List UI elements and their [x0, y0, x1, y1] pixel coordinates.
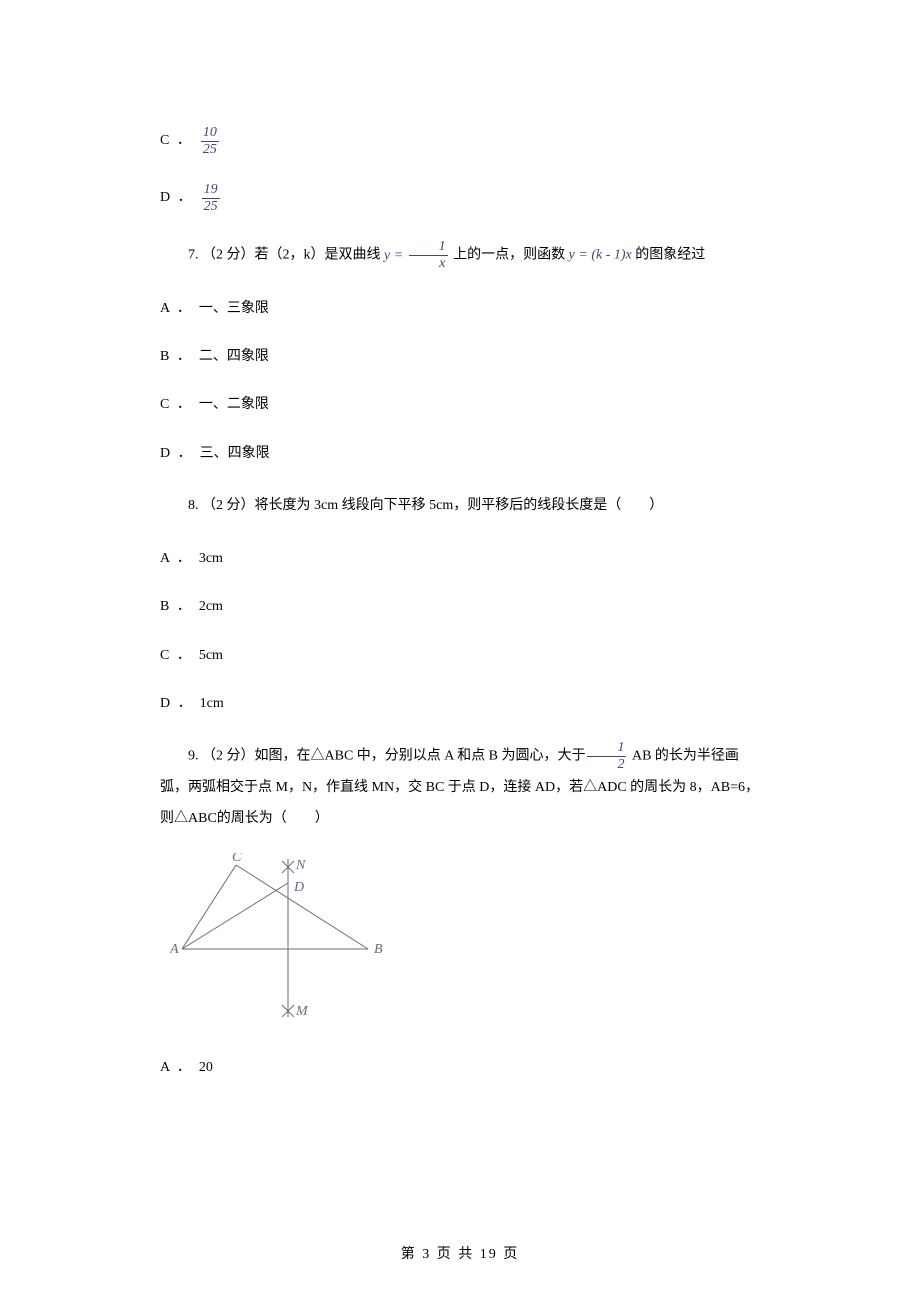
q7-option-d: D ． 三、四象限: [160, 443, 760, 465]
q8-C-label: C ．: [160, 645, 193, 667]
q7-eq1-num: 1: [409, 240, 448, 255]
q8-D-text: 1cm: [200, 693, 224, 715]
svg-text:N: N: [295, 858, 306, 873]
q7-mid: 上的一点，则函数: [453, 248, 565, 263]
q7-B-text: 二、四象限: [199, 346, 269, 368]
q7-C-text: 一、二象限: [199, 394, 269, 416]
q9-diagram-svg: A B C DN M: [170, 853, 390, 1023]
q9-frac: 12: [587, 741, 626, 772]
q7-option-b: B ． 二、四象限: [160, 346, 760, 368]
q6-optD-den: 25: [202, 198, 220, 214]
q8-A-text: 3cm: [199, 548, 223, 570]
q6-option-c: C ． 10 25: [160, 126, 760, 157]
q7-option-c: C ． 一、二象限: [160, 394, 760, 416]
q6-optD-fraction: 19 25: [202, 183, 220, 214]
q6-optC-fraction: 10 25: [201, 126, 219, 157]
q6-optD-label: D ．: [160, 187, 194, 209]
q7-C-label: C ．: [160, 394, 193, 416]
q9-option-a: A ． 20: [160, 1057, 760, 1079]
q8-stem: 8. （2 分）将长度为 3cm 线段向下平移 5cm，则平移后的线段长度是（ …: [160, 491, 760, 522]
q6-optC-num: 10: [201, 126, 219, 141]
q8-B-text: 2cm: [199, 596, 223, 618]
q9-frac-num: 1: [587, 741, 626, 756]
q8-option-d: D ． 1cm: [160, 693, 760, 715]
q9-A-label: A ．: [160, 1057, 193, 1079]
q9-frac-den: 2: [587, 756, 626, 772]
q7-stem: 7. （2 分）若（2，k）是双曲线 y = 1x 上的一点，则函数 y = (…: [160, 240, 760, 272]
q7-eq2: y = (k - 1)x: [569, 248, 632, 263]
svg-text:D: D: [293, 880, 304, 895]
q9-A-text: 20: [199, 1057, 213, 1079]
svg-text:C: C: [232, 853, 242, 865]
svg-text:M: M: [295, 1004, 309, 1019]
q9-diagram: A B C DN M: [170, 853, 760, 1031]
q6-option-d: D ． 19 25: [160, 183, 760, 214]
q7-eq1-frac: 1x: [409, 240, 448, 271]
q8-option-b: B ． 2cm: [160, 596, 760, 618]
q7-A-text: 一、三象限: [199, 298, 269, 320]
q9-part1: 9. （2 分）如图，在△ABC 中，分别以点 A 和点 B 为圆心，大于: [188, 749, 585, 764]
q6-optC-den: 25: [201, 141, 219, 157]
q7-eq1-den: x: [409, 255, 448, 271]
q7-option-a: A ． 一、三象限: [160, 298, 760, 320]
q7-suffix: 的图象经过: [635, 248, 705, 263]
q7-B-label: B ．: [160, 346, 193, 368]
q8-option-c: C ． 5cm: [160, 645, 760, 667]
svg-text:A: A: [170, 942, 179, 957]
q8-option-a: A ． 3cm: [160, 548, 760, 570]
q6-optC-label: C ．: [160, 130, 193, 152]
q8-C-text: 5cm: [199, 645, 223, 667]
q7-A-label: A ．: [160, 298, 193, 320]
q7-eq1: y = 1x: [384, 248, 453, 263]
q6-optD-num: 19: [202, 183, 220, 198]
q7-D-label: D ．: [160, 443, 194, 465]
page: C ． 10 25 D ． 19 25 7. （2 分）若（2，k）是双曲线 y…: [0, 0, 920, 1302]
q7-D-text: 三、四象限: [200, 443, 270, 465]
q8-A-label: A ．: [160, 548, 193, 570]
q9-stem: 9. （2 分）如图，在△ABC 中，分别以点 A 和点 B 为圆心，大于12 …: [160, 741, 760, 834]
q7-eq1-eq: =: [390, 248, 406, 263]
page-footer: 第 3 页 共 19 页: [0, 1244, 920, 1266]
q8-B-label: B ．: [160, 596, 193, 618]
q8-D-label: D ．: [160, 693, 194, 715]
svg-text:B: B: [374, 942, 383, 957]
q7-prefix: 7. （2 分）若（2，k）是双曲线: [188, 248, 381, 263]
